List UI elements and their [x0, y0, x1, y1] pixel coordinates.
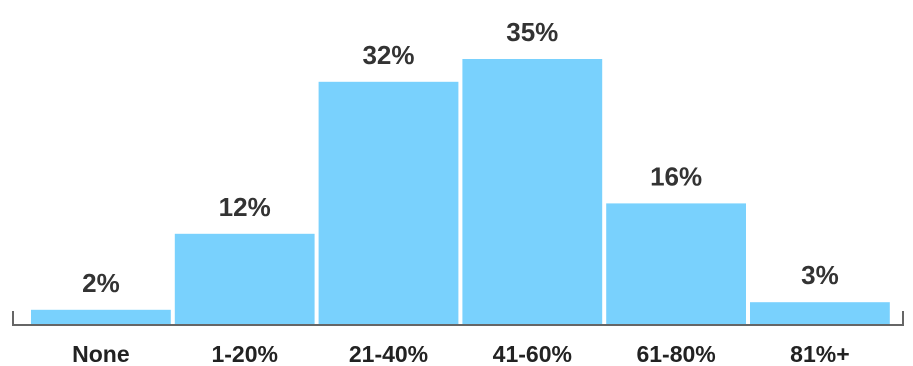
bar-1-20 — [174, 233, 315, 325]
tick-labels-group: None 1-20% 21-40% 41-60% 61-80% 81%+ — [72, 341, 849, 366]
value-label-none: 2% — [82, 268, 120, 298]
value-label-81: 3% — [801, 260, 839, 290]
tick-label-61-80: 61-80% — [636, 341, 715, 366]
bar-81 — [750, 302, 890, 325]
bar-21-40 — [318, 81, 459, 325]
tick-label-41-60: 41-60% — [493, 341, 572, 366]
x-axis-line — [12, 311, 904, 326]
bars-group — [31, 59, 890, 325]
value-label-21-40: 32% — [362, 40, 414, 70]
bar-61-80 — [606, 203, 746, 325]
bar-none — [31, 309, 171, 325]
value-label-61-80: 16% — [650, 161, 702, 191]
value-labels-group: 2% 12% 32% 35% 16% 3% — [82, 17, 839, 298]
tick-label-21-40: 21-40% — [349, 341, 428, 366]
value-label-41-60: 35% — [506, 17, 558, 47]
tick-label-none: None — [72, 341, 130, 366]
value-label-1-20: 12% — [219, 192, 271, 222]
bar-41-60 — [462, 59, 603, 325]
tick-label-81: 81%+ — [790, 341, 849, 366]
tick-label-1-20: 1-20% — [211, 341, 277, 366]
